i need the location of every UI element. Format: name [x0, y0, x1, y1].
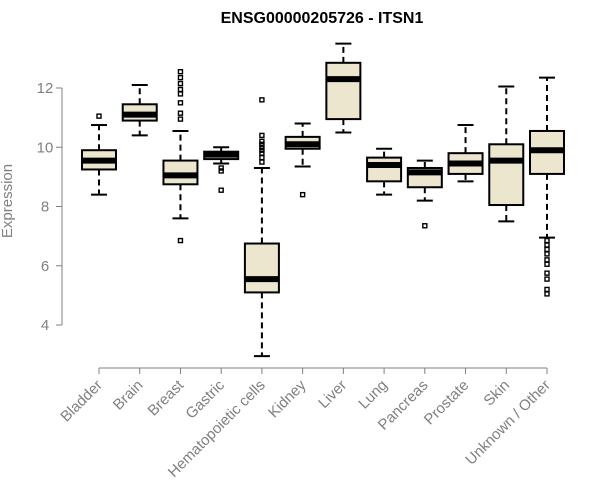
outlier-point	[177, 116, 184, 122]
outlier-point	[259, 154, 265, 161]
outlier-point	[544, 286, 550, 293]
outlier-point	[259, 97, 265, 103]
outlier-point	[259, 132, 265, 139]
outlier-point	[177, 69, 184, 75]
outlier-point	[544, 270, 550, 276]
y-tick-label: 12	[37, 80, 54, 97]
outlier-point	[259, 144, 265, 150]
box-lung	[366, 147, 403, 196]
box-gastric	[203, 146, 240, 193]
box-prostate	[447, 124, 484, 183]
outlier-point	[259, 141, 265, 147]
box-brain	[121, 84, 158, 137]
outlier-point	[259, 138, 265, 145]
outlier-point	[544, 242, 550, 248]
outlier-point	[177, 74, 184, 81]
outlier-point	[96, 113, 102, 119]
iqr-box	[488, 143, 525, 207]
box-skin	[488, 85, 525, 223]
box-pancreas	[406, 159, 443, 229]
x-tick-label: Prostate	[421, 377, 473, 429]
box-kidney	[284, 122, 321, 198]
y-axis-label: Expression	[0, 164, 16, 238]
outlier-point	[177, 110, 184, 116]
outlier-point	[177, 91, 184, 97]
chart-title: ENSG00000205726 - ITSN1	[221, 10, 424, 27]
box-bladder	[81, 113, 117, 196]
box-breast	[162, 69, 199, 244]
y-tick-label: 8	[41, 199, 49, 216]
iqr-box	[366, 156, 403, 183]
outlier-point	[177, 80, 184, 87]
outlier-point	[177, 237, 184, 244]
x-tick-label: Kidney	[265, 376, 310, 421]
outlier-point	[544, 246, 550, 253]
iqr-box	[325, 61, 362, 121]
outlier-point	[299, 191, 306, 198]
outlier-point	[259, 150, 265, 156]
x-tick-label: Skin	[480, 377, 513, 410]
x-tick-label: Breast	[145, 376, 188, 419]
x-tick-label: Bladder	[57, 377, 106, 426]
y-tick-label: 4	[41, 317, 49, 334]
y-axis: 4 6 8 10 12	[37, 80, 63, 334]
iqr-box	[243, 242, 280, 294]
outlier-point	[544, 251, 550, 257]
box-hematopoietic-cells	[243, 97, 280, 358]
boxes-group	[81, 42, 565, 358]
outlier-point	[177, 100, 184, 106]
outlier-point	[259, 159, 265, 165]
outlier-point	[422, 223, 428, 229]
y-tick-label: 6	[41, 258, 49, 275]
outlier-point	[544, 276, 550, 282]
outlier-point	[218, 187, 224, 193]
box-liver	[325, 42, 362, 134]
outlier-point	[544, 261, 550, 267]
outlier-point	[544, 257, 550, 263]
outlier-point	[259, 147, 265, 153]
outlier-point	[544, 237, 550, 244]
outlier-point	[544, 291, 550, 297]
outlier-point	[177, 86, 184, 93]
x-tick-label: Liver	[315, 377, 350, 412]
y-tick-label: 10	[37, 139, 54, 156]
outlier-point	[218, 165, 224, 171]
outlier-point	[218, 168, 224, 174]
box-unknown-other	[529, 76, 565, 297]
x-tick-label: Brain	[110, 377, 147, 414]
x-tick-label: Lung	[355, 377, 391, 413]
